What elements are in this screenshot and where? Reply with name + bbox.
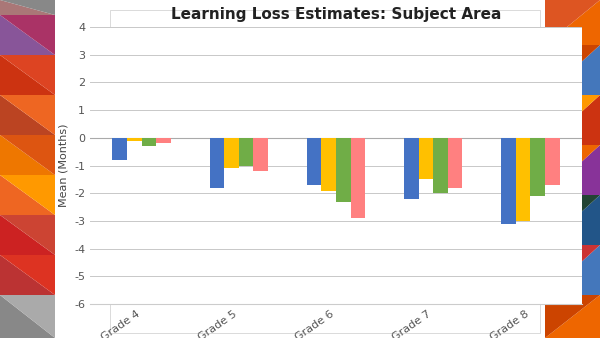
Bar — [419, 138, 433, 179]
Polygon shape — [0, 255, 55, 295]
Bar — [142, 138, 156, 146]
Polygon shape — [545, 45, 600, 95]
Polygon shape — [545, 45, 600, 95]
Polygon shape — [0, 175, 55, 215]
Bar — [322, 138, 336, 191]
Polygon shape — [545, 295, 600, 338]
Bar — [530, 138, 545, 196]
Bar — [209, 138, 224, 188]
Polygon shape — [0, 215, 55, 255]
Bar — [239, 138, 253, 166]
Bar — [224, 138, 239, 168]
Polygon shape — [0, 0, 55, 15]
Polygon shape — [0, 0, 55, 15]
Polygon shape — [0, 295, 55, 338]
Polygon shape — [0, 255, 55, 295]
Y-axis label: Mean (Months): Mean (Months) — [58, 124, 68, 208]
Polygon shape — [545, 195, 600, 245]
Bar — [336, 138, 350, 202]
Polygon shape — [545, 245, 600, 295]
Polygon shape — [0, 15, 55, 55]
Bar — [448, 138, 463, 188]
Polygon shape — [0, 95, 55, 135]
Bar — [545, 138, 560, 185]
Polygon shape — [545, 0, 600, 45]
Polygon shape — [545, 145, 600, 195]
Bar — [404, 138, 419, 199]
Polygon shape — [545, 245, 600, 295]
Bar — [433, 138, 448, 193]
Bar — [127, 138, 142, 141]
Polygon shape — [0, 55, 55, 95]
Polygon shape — [0, 15, 55, 55]
Polygon shape — [545, 95, 600, 145]
Bar — [516, 138, 530, 221]
Bar — [350, 138, 365, 218]
Polygon shape — [0, 215, 55, 255]
Bar — [501, 138, 516, 224]
Polygon shape — [545, 295, 600, 338]
Polygon shape — [545, 145, 600, 195]
Polygon shape — [0, 55, 55, 95]
Polygon shape — [0, 95, 55, 135]
Polygon shape — [0, 175, 55, 215]
Bar — [253, 138, 268, 171]
Polygon shape — [0, 135, 55, 175]
Bar — [112, 138, 127, 160]
Polygon shape — [0, 135, 55, 175]
Polygon shape — [545, 95, 600, 145]
Bar — [156, 138, 171, 143]
Polygon shape — [545, 0, 600, 45]
Polygon shape — [545, 195, 600, 245]
Title: Learning Loss Estimates: Subject Area: Learning Loss Estimates: Subject Area — [171, 7, 501, 22]
Bar — [307, 138, 322, 185]
Polygon shape — [0, 295, 55, 338]
